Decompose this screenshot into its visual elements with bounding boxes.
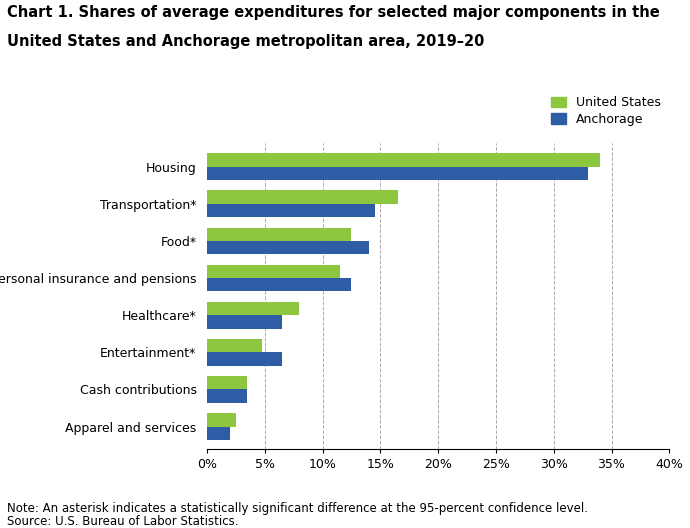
Bar [207,204,375,217]
Bar [207,376,248,390]
Bar [207,153,600,167]
Text: United States and Anchorage metropolitan area, 2019–20: United States and Anchorage metropolitan… [7,34,484,49]
Text: Note: An asterisk indicates a statistically significant difference at the 95-per: Note: An asterisk indicates a statistica… [7,502,588,515]
Bar [207,191,397,204]
Bar [207,352,282,366]
Bar [207,302,299,315]
Bar [207,265,340,278]
Bar [207,339,262,352]
Bar [207,278,351,291]
Bar [207,167,589,180]
Bar [207,228,351,241]
Bar [207,390,248,403]
Bar [207,413,236,427]
Bar [207,241,368,254]
Bar [207,315,282,328]
Legend: United States, Anchorage: United States, Anchorage [548,93,663,128]
Text: Chart 1. Shares of average expenditures for selected major components in the: Chart 1. Shares of average expenditures … [7,5,660,20]
Bar [207,427,230,440]
Text: Source: U.S. Bureau of Labor Statistics.: Source: U.S. Bureau of Labor Statistics. [7,515,239,528]
